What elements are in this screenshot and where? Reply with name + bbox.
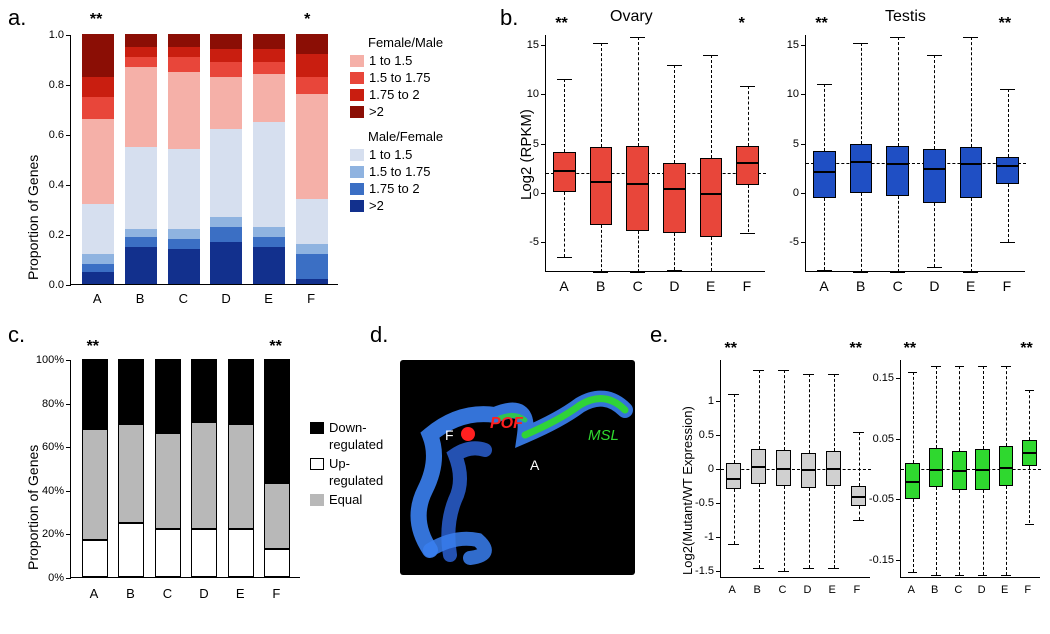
legend-item: Down- bbox=[310, 420, 383, 435]
panel-label-e: e. bbox=[650, 322, 668, 348]
panel-b-ovary-boxplot: -5051015A**BCDEF* bbox=[545, 35, 765, 272]
panel-b-title-testis: Testis bbox=[885, 8, 926, 26]
panel-a-ylabel: Proportion of Genes bbox=[25, 155, 41, 280]
panel-e-right-boxplot: -0.15-0.050.050.15A**BCDEF** bbox=[900, 360, 1040, 578]
panel-b-testis-boxplot: -5051015A**BCDEF** bbox=[805, 35, 1025, 272]
panel-b-title-ovary: Ovary bbox=[610, 8, 653, 26]
panel-a-legend-fm: Female/Male 1 to 1.51.5 to 1.751.75 to 2… bbox=[350, 35, 443, 215]
legend-item: Equal bbox=[310, 492, 383, 507]
x-tick: B bbox=[136, 291, 145, 306]
legend-title-mf: Male/Female bbox=[368, 129, 443, 144]
panel-c-stacked-bar: 0%20%40%60%80%100%A**BCDEF** bbox=[70, 360, 300, 578]
x-tick: A bbox=[93, 291, 102, 306]
svg-text:F: F bbox=[445, 427, 454, 443]
panel-label-c: c. bbox=[8, 322, 25, 348]
legend-title-fm: Female/Male bbox=[368, 35, 443, 50]
svg-text:A: A bbox=[530, 457, 540, 473]
x-tick: C bbox=[179, 291, 188, 306]
x-tick: F bbox=[307, 291, 315, 306]
panel-c-ylabel: Proportion of Genes bbox=[25, 445, 41, 570]
panel-e-left-boxplot: -1.5-1-0.500.51A**BCDEF** bbox=[720, 360, 870, 578]
panel-c-legend: Down- regulated Up- regulated Equal bbox=[310, 420, 383, 509]
x-tick: E bbox=[264, 291, 273, 306]
legend-item: Up- bbox=[310, 456, 383, 471]
panel-a-stacked-bar: 0.00.20.40.60.81.0A**BCDEF* bbox=[70, 35, 338, 285]
panel-label-a: a. bbox=[8, 5, 26, 31]
svg-text:POF: POF bbox=[490, 415, 524, 432]
panel-e-ylabel: Log2(Mutant/WT Expression) bbox=[680, 406, 695, 575]
x-tick: D bbox=[221, 291, 230, 306]
panel-label-d: d. bbox=[370, 322, 388, 348]
panel-d-microscopy-image: POF MSL F A bbox=[400, 360, 635, 575]
panel-label-b: b. bbox=[500, 5, 518, 31]
svg-text:MSL: MSL bbox=[588, 427, 619, 444]
panel-b-ylabel: Log2 (RPKM) bbox=[518, 109, 535, 200]
